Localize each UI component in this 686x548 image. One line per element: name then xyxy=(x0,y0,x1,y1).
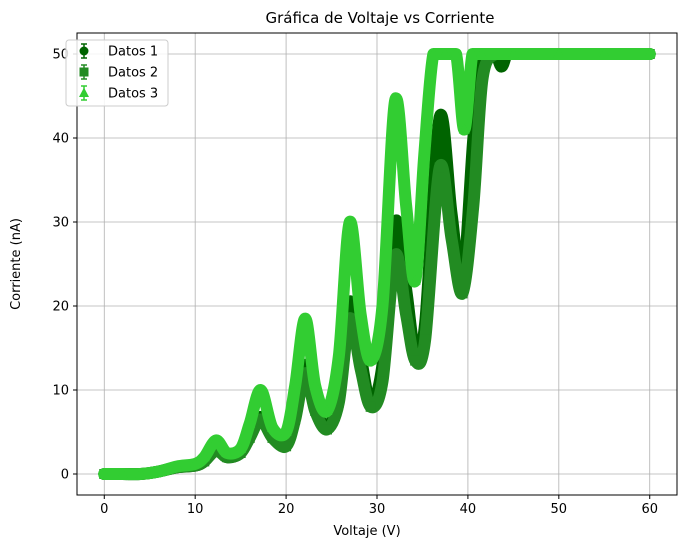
legend-marker xyxy=(79,46,89,56)
series-2-point xyxy=(468,200,479,211)
series-3-point xyxy=(409,274,421,285)
series-3 xyxy=(98,47,656,481)
series-3-point xyxy=(309,379,321,390)
series-2-point xyxy=(333,397,344,408)
series-2-point xyxy=(477,74,488,85)
x-tick-label: 40 xyxy=(460,502,477,517)
series-3-point xyxy=(439,48,451,58)
y-tick-label: 30 xyxy=(52,216,69,231)
series-3-point xyxy=(153,465,165,476)
series-layer xyxy=(98,47,656,481)
series-3-point xyxy=(116,468,128,478)
y-tick-label: 20 xyxy=(52,300,69,315)
series-3-point xyxy=(400,199,412,210)
series-3-point xyxy=(198,451,210,462)
x-tick-label: 30 xyxy=(369,502,386,517)
legend-label: Datos 3 xyxy=(108,87,158,102)
series-3-point xyxy=(171,460,183,471)
series-2-point xyxy=(410,355,421,366)
series-3-point xyxy=(450,48,462,58)
legend-label: Datos 2 xyxy=(108,66,158,81)
series-3-point xyxy=(476,48,488,58)
series-2-point xyxy=(322,424,332,435)
series-3-point xyxy=(553,48,565,58)
series-3-point xyxy=(376,300,388,310)
series-2-point xyxy=(355,364,366,374)
series-3-point xyxy=(644,48,656,58)
series-3-point xyxy=(255,384,267,394)
series-2-point xyxy=(446,233,457,244)
series-3-point xyxy=(289,379,301,390)
series-2-point xyxy=(377,376,388,387)
series-2-point xyxy=(365,401,376,412)
x-tick-label: 50 xyxy=(551,502,568,517)
series-3-point xyxy=(598,48,610,58)
series-3-point xyxy=(221,447,233,457)
ticks: 0 10 20 30 40 50 60 0 10 20 30 40 50 xyxy=(52,48,658,518)
series-3-point xyxy=(344,216,356,226)
x-tick-label: 10 xyxy=(187,502,204,517)
y-tick-label: 0 xyxy=(61,468,69,483)
series-2-point xyxy=(267,432,278,443)
y-axis-label: Corriente (nA) xyxy=(9,218,24,310)
series-3-point xyxy=(418,148,430,159)
series-3-point xyxy=(427,48,439,58)
series-3-point xyxy=(333,350,345,361)
series-3-point xyxy=(365,354,377,365)
legend-label: Datos 1 xyxy=(108,45,158,60)
legend-entry: Datos 3 xyxy=(79,85,158,102)
series-3-point xyxy=(321,405,333,415)
series-3-point xyxy=(299,312,311,323)
series-3-point xyxy=(466,48,478,58)
series-2-point xyxy=(255,414,266,425)
series-3-point xyxy=(235,442,247,453)
legend-marker xyxy=(79,67,89,77)
x-tick-label: 0 xyxy=(100,502,108,517)
series-3-point xyxy=(210,434,222,445)
series-3-point xyxy=(458,123,470,134)
series-2-point xyxy=(211,445,222,456)
y-tick-label: 50 xyxy=(52,48,69,63)
series-1-point xyxy=(434,112,445,122)
series-1-point xyxy=(496,61,507,72)
series-3-point xyxy=(135,468,147,478)
y-tick-label: 10 xyxy=(52,384,69,399)
series-2-point xyxy=(420,334,431,345)
series-3-point xyxy=(244,417,256,428)
series-2-point xyxy=(390,250,401,261)
series-2-point xyxy=(457,288,468,299)
series-2-point xyxy=(310,406,321,416)
series-3-point xyxy=(280,426,292,436)
x-axis-label: Voltaje (V) xyxy=(333,524,400,539)
legend: Datos 1 Datos 2 Datos 3 xyxy=(65,39,169,107)
series-3-point xyxy=(189,457,201,468)
series-3-point xyxy=(266,421,278,432)
x-tick-label: 20 xyxy=(278,502,295,517)
series-2-point xyxy=(281,441,292,452)
series-3-point xyxy=(98,468,110,478)
legend-marker xyxy=(79,87,89,97)
series-2-point xyxy=(344,313,355,324)
x-tick-label: 60 xyxy=(641,502,658,517)
y-tick-label: 40 xyxy=(52,132,69,147)
legend-box xyxy=(65,39,169,107)
series-2-point xyxy=(401,309,412,320)
series-2-point xyxy=(434,162,445,173)
legend-entry: Datos 2 xyxy=(79,64,158,81)
series-3-point xyxy=(507,48,519,58)
series-2-point xyxy=(300,368,311,379)
legend-entry: Datos 1 xyxy=(79,43,158,60)
series-3-point xyxy=(389,94,401,105)
series-3-point xyxy=(355,308,367,319)
chart-title: Gráfica de Voltaje vs Corriente xyxy=(265,9,494,27)
